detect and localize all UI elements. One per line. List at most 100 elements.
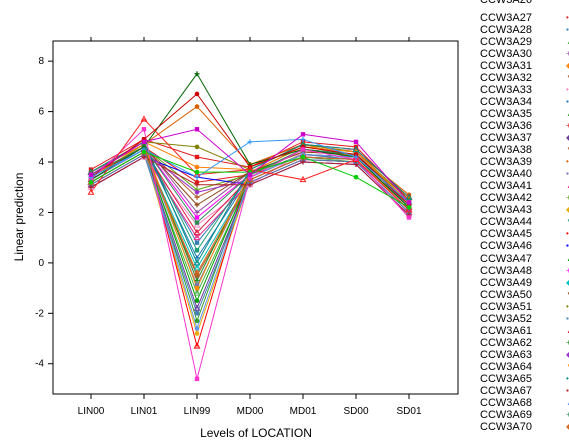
legend-key: • xyxy=(566,84,569,94)
legend-item: CCW3A40 ▪ xyxy=(480,168,569,180)
legend-key: ▼ xyxy=(566,72,569,84)
legend-item: CCW3A39 • xyxy=(480,156,569,168)
data-point xyxy=(194,311,200,316)
legend-label: CCW3A61 xyxy=(480,324,532,337)
data-point xyxy=(194,164,200,170)
legend-key: ▪ xyxy=(566,96,569,106)
data-point xyxy=(406,200,412,205)
data-point xyxy=(193,233,201,241)
data-point xyxy=(194,189,200,195)
legend-item: CCW3A65 • xyxy=(480,373,569,385)
data-point xyxy=(194,209,200,215)
legend-key: ▪ xyxy=(566,24,569,34)
data-point xyxy=(194,273,200,278)
legend-key: • xyxy=(566,301,569,311)
data-point xyxy=(247,182,253,188)
data-point xyxy=(353,154,359,160)
data-point xyxy=(300,132,306,137)
data-point xyxy=(141,149,147,155)
legend-item: CCW3A52 ▪ xyxy=(480,313,569,325)
data-point xyxy=(194,285,200,291)
data-point xyxy=(193,342,201,349)
data-point xyxy=(194,104,200,109)
data-point xyxy=(406,215,412,220)
data-point xyxy=(247,139,253,145)
legend-key: + xyxy=(566,337,569,347)
legend-key: ▪ xyxy=(566,169,569,179)
legend-item: CCW3A35 ▲ xyxy=(480,108,569,120)
legend-item: CCW3A49 ◆ xyxy=(480,277,569,289)
y-tick-label: -2 xyxy=(35,308,44,319)
data-point xyxy=(193,289,201,296)
legend-key: ◆ xyxy=(566,132,569,144)
legend-label: CCW3A41 xyxy=(480,180,532,193)
legend-label: CCW3A64 xyxy=(480,360,532,373)
legend-item: CCW3A44 ▼ xyxy=(480,216,569,228)
data-point xyxy=(193,269,201,276)
plot-frame xyxy=(52,40,459,395)
data-point xyxy=(141,154,147,160)
y-tick-label: 4 xyxy=(38,157,44,168)
legend-key: + xyxy=(566,265,569,275)
legend-label: CCW3A63 xyxy=(480,348,532,361)
legend-item: CCW3A46 ▪ xyxy=(480,240,569,253)
legend-label: CCW3A67 xyxy=(480,385,532,398)
legend-item: CCW3A68 ▲ xyxy=(480,397,569,409)
legend-item: CCW3A28 ▪ xyxy=(480,24,569,36)
legend-item: CCW3A32 ▼ xyxy=(480,72,569,84)
data-point xyxy=(352,145,360,152)
legend-item: CCW3A33 • xyxy=(480,84,569,96)
legend-item: CCW3A27 • xyxy=(480,11,569,24)
legend-item: CCW3A37 ◆ xyxy=(480,132,569,144)
data-point xyxy=(247,180,253,185)
legend-key: ▲ xyxy=(566,397,569,409)
data-point xyxy=(194,298,200,304)
y-tick-label: 2 xyxy=(38,207,44,218)
legend-item: CCW3A67 ▪ xyxy=(480,385,569,398)
x-tick-label: MD01 xyxy=(290,406,317,417)
legend-label: CCW3A29 xyxy=(480,35,532,48)
data-point xyxy=(194,194,200,200)
legend-item: CCW3A41 ▲ xyxy=(480,180,569,193)
data-point xyxy=(353,157,359,162)
legend-key: ▼ xyxy=(566,216,569,228)
data-point xyxy=(194,240,200,245)
data-point xyxy=(194,248,200,253)
data-point xyxy=(300,154,306,160)
legend-key: • xyxy=(566,12,569,22)
data-point xyxy=(193,304,201,311)
data-point xyxy=(194,215,200,220)
legend-item: CCW3A50 ▼ xyxy=(480,288,569,301)
x-axis-title: Levels of LOCATION xyxy=(200,426,312,440)
legend-item: CCW3A48 + xyxy=(480,265,569,277)
data-point xyxy=(193,259,201,266)
data-point xyxy=(141,139,147,145)
data-point xyxy=(406,205,412,210)
legend-item: CCW3A70 ◆ xyxy=(480,421,569,433)
legend-item: CCW3A42 + xyxy=(480,192,569,204)
legend-label: CCW3A65 xyxy=(480,373,532,385)
data-point xyxy=(194,326,200,331)
legend-label: CCW3A50 xyxy=(480,288,532,301)
legend-item: CCW3A26 xyxy=(480,0,532,7)
legend-label: CCW3A27 xyxy=(480,11,532,24)
legend-item: CCW3A36 + xyxy=(480,120,569,132)
legend-key: ▲ xyxy=(566,253,569,265)
data-point xyxy=(193,228,201,236)
legend-key: + xyxy=(566,193,569,203)
legend-item: CCW3A45 • xyxy=(480,228,569,240)
legend-label: CCW3A34 xyxy=(480,95,532,108)
legend-label: CCW3A46 xyxy=(480,240,532,253)
data-point xyxy=(353,162,359,168)
x-tick-label: LIN01 xyxy=(131,406,158,417)
legend-key: • xyxy=(566,229,569,239)
legend-key: ▼ xyxy=(566,361,569,373)
x-tick-label: SD00 xyxy=(343,406,368,417)
data-point xyxy=(194,318,200,324)
legend-item: CCW3A64 ▼ xyxy=(480,360,569,373)
legend-item: CCW3A30 + xyxy=(480,48,569,60)
data-point xyxy=(300,136,306,142)
legend-label: CCW3A43 xyxy=(480,204,532,217)
legend-item: CCW3A62 + xyxy=(480,337,569,349)
data-point xyxy=(353,139,359,145)
